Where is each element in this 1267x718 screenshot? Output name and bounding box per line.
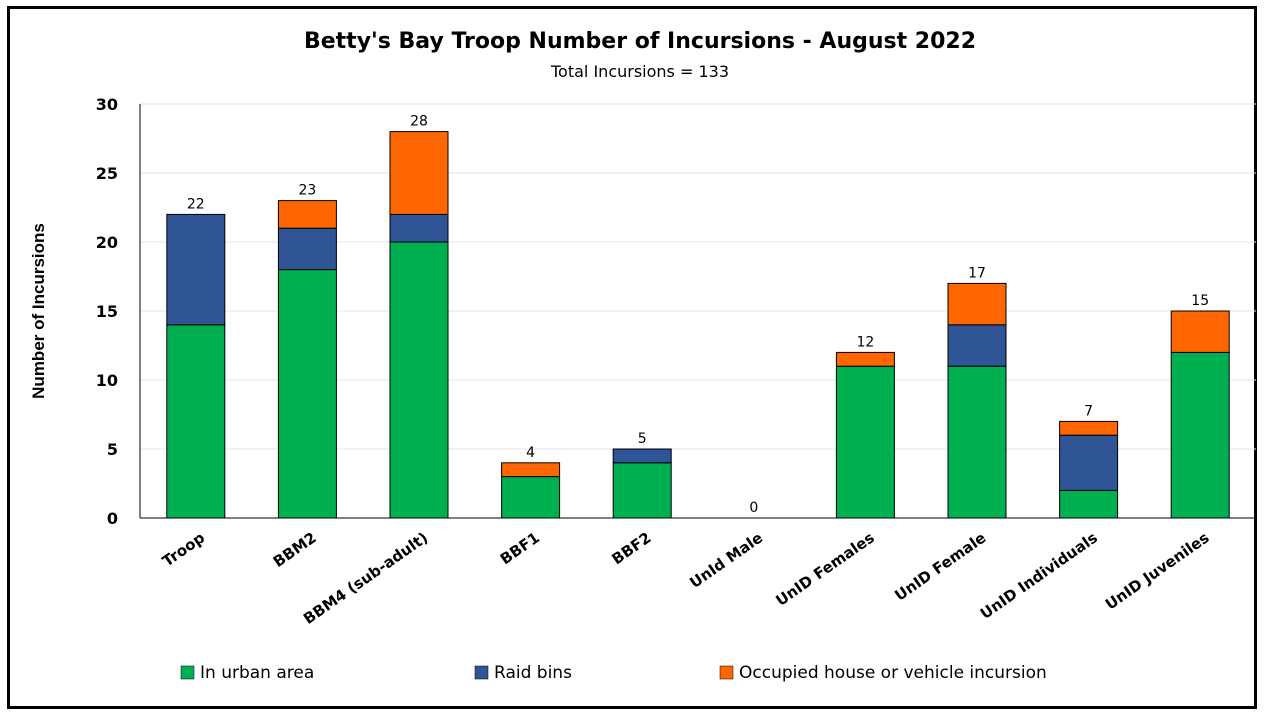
data-label-total: 22 [187, 196, 205, 212]
bar-segment [166, 213, 226, 326]
x-tick-label: BBF2 [608, 529, 654, 569]
x-tick-label: UnId Male [686, 529, 766, 592]
legend-label: Raid bins [494, 663, 572, 683]
bar-segment [166, 324, 226, 519]
bar-segment [389, 213, 449, 243]
bar-segment [947, 324, 1007, 367]
x-tick-label: UnID Juveniles [1102, 528, 1213, 613]
y-tick-label: 20 [96, 233, 118, 252]
y-tick-label: 15 [96, 302, 118, 321]
x-tick-label: UnID Female [891, 529, 989, 605]
data-label-total: 12 [856, 334, 874, 350]
bar-segment [1059, 434, 1119, 491]
data-label-total: 17 [968, 265, 986, 281]
data-label-total: 28 [410, 114, 428, 130]
data-labels: 22 23 28 4 5 0 12 17 7 15 [187, 114, 1209, 516]
y-tick-label: 25 [96, 164, 118, 183]
data-label-total: 23 [298, 183, 316, 199]
y-tick-label: 5 [107, 440, 118, 459]
x-tick-label: UnID Females [772, 528, 877, 609]
data-label-total: 7 [1084, 403, 1093, 419]
chart-subtitle: Total Incursions = 133 [550, 62, 729, 81]
y-tick-label: 10 [96, 371, 118, 390]
bar-segment [277, 227, 337, 271]
x-tick-label: BBF1 [497, 529, 543, 569]
bar-segment [501, 476, 561, 519]
bar-segment [1059, 489, 1119, 519]
bar-segment [612, 462, 672, 519]
bar-segment [1059, 420, 1119, 436]
bar-segment [612, 448, 672, 464]
bar-segment [389, 131, 449, 215]
data-label-total: 15 [1191, 293, 1209, 309]
bar-segment [501, 462, 561, 478]
data-label-total: 5 [638, 431, 647, 447]
data-label-total: 4 [526, 445, 535, 461]
x-tick-label: BBM4 (sub-adult) [300, 529, 431, 628]
legend-swatch [719, 665, 734, 680]
bar-segment [947, 282, 1007, 326]
x-tick-label: BBM2 [270, 529, 320, 571]
y-axis-label: Number of Incursions [29, 223, 48, 399]
bar-segment [947, 365, 1007, 519]
data-label-total: 0 [749, 500, 758, 516]
bar-segment [835, 351, 895, 367]
x-tick-label: UnID Individuals [977, 528, 1101, 622]
x-tick-label: Troop [159, 528, 208, 570]
legend: In urban area Raid bins Occupied house or … [180, 663, 1047, 683]
bar-segment [835, 365, 895, 519]
bar-segment [389, 241, 449, 519]
legend-label: In urban area [200, 663, 314, 683]
legend-label: Occupied house or vehicle incursion [739, 663, 1047, 683]
chart-title: Betty's Bay Troop Number of Incursions -… [304, 29, 976, 54]
bar-segment [277, 200, 337, 229]
y-tick-label: 30 [96, 95, 118, 114]
bar-segment [1170, 351, 1230, 519]
bar-segment [277, 269, 337, 519]
bars [166, 131, 1230, 519]
legend-swatch [180, 665, 195, 680]
bar-segment [1170, 310, 1230, 353]
legend-swatch [474, 665, 489, 680]
y-tick-label: 0 [107, 509, 118, 528]
